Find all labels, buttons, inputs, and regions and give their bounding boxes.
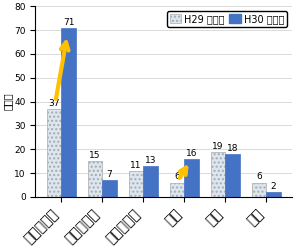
Bar: [61, 28, 76, 197]
Text: 7: 7: [107, 170, 112, 179]
Bar: [129, 171, 143, 197]
Text: 13: 13: [145, 156, 156, 165]
Text: 11: 11: [130, 161, 142, 170]
Legend: H29 上半期, H30 上半期: H29 上半期, H30 上半期: [167, 11, 287, 27]
Bar: [88, 161, 102, 197]
Bar: [184, 159, 199, 197]
Bar: [252, 183, 266, 197]
Bar: [211, 152, 225, 197]
Bar: [225, 154, 240, 197]
Text: 19: 19: [212, 141, 224, 150]
Bar: [266, 192, 281, 197]
Text: 71: 71: [63, 17, 74, 27]
Bar: [47, 109, 61, 197]
Text: 15: 15: [89, 151, 101, 160]
Bar: [170, 183, 184, 197]
Bar: [102, 180, 117, 197]
Text: 6: 6: [174, 173, 180, 182]
Text: 2: 2: [271, 182, 276, 191]
Y-axis label: （件）: （件）: [3, 93, 13, 111]
Text: 37: 37: [48, 99, 60, 108]
Text: 16: 16: [186, 149, 197, 158]
Bar: [143, 166, 158, 197]
Text: 18: 18: [227, 144, 238, 153]
Text: 6: 6: [256, 173, 262, 182]
